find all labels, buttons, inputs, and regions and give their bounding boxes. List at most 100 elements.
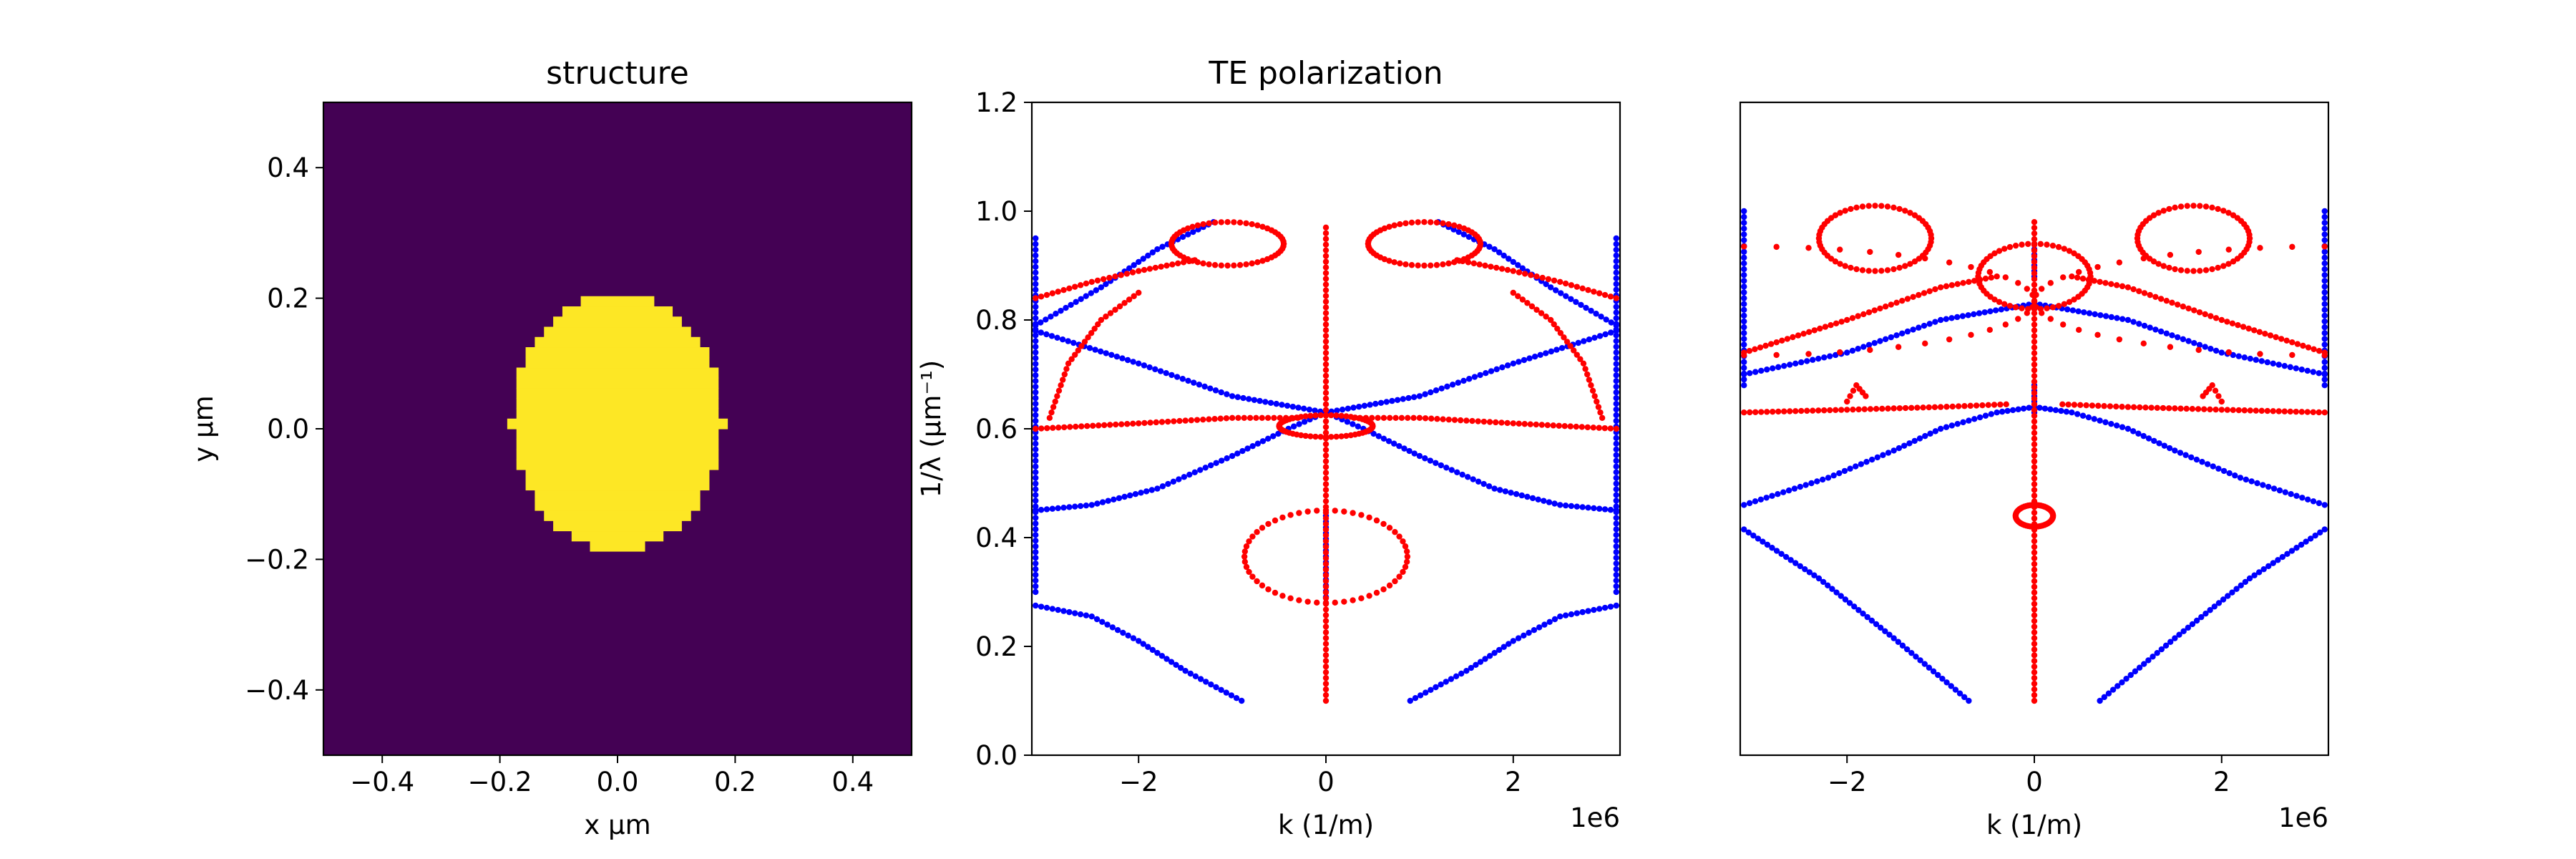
te-red-point: [1396, 573, 1402, 580]
third-blue-point: [2154, 649, 2160, 656]
te-blue-point: [1146, 364, 1153, 371]
third-red-point: [2019, 305, 2025, 311]
third-red-point: [1847, 393, 1853, 399]
te-red-point: [1400, 568, 1406, 576]
te-x-label: k (1/m): [1278, 810, 1374, 840]
third-red-point: [2224, 319, 2230, 325]
third-red-point: [2012, 242, 2019, 249]
te-blue-point: [1460, 377, 1467, 384]
te-red-point: [1123, 271, 1131, 277]
te-red-point: [1182, 417, 1189, 424]
third-red-point: [2215, 205, 2221, 213]
third-blue-point: [2298, 541, 2305, 548]
third-red-point: [2253, 407, 2259, 414]
third-red-point: [1773, 339, 1780, 346]
te-blue-point: [1486, 243, 1493, 250]
third-blue-point: [2321, 260, 2328, 267]
third-blue-point: [1741, 271, 1747, 278]
te-blue-point: [1066, 504, 1073, 510]
third-red-point: [2137, 404, 2143, 411]
third-blue-point: [1741, 295, 1747, 301]
third-blue-point: [1825, 475, 1832, 481]
third-blue-point: [2321, 231, 2328, 238]
te-red-point: [1589, 387, 1596, 394]
te-red-point: [1343, 432, 1350, 440]
te-red-point: [1574, 283, 1580, 290]
te-red-point: [1322, 281, 1330, 288]
third-blue-point: [2198, 613, 2205, 621]
structure-x-tick-label: −0.4: [350, 767, 414, 797]
te-blue-point: [1579, 608, 1586, 616]
te-red-point: [1470, 260, 1478, 267]
third-blue-point: [2020, 405, 2027, 412]
third-red-point: [1758, 409, 1765, 415]
third-red-point: [2136, 288, 2142, 294]
third-blue-point: [2147, 324, 2153, 331]
te-red-point: [1322, 372, 1330, 379]
third-blue-point: [2185, 338, 2192, 344]
te-blue-point: [1497, 487, 1503, 493]
te-blue-point: [1613, 309, 1619, 316]
te-red-point: [1504, 266, 1511, 273]
te-red-point: [1116, 303, 1123, 310]
third-red-point: [1914, 404, 1921, 411]
third-red-point: [2165, 405, 2172, 412]
te-red-point: [1533, 421, 1539, 428]
te-blue-point: [1078, 296, 1084, 302]
te-red-point: [1243, 543, 1250, 550]
third-blue-point: [1741, 225, 1747, 232]
third-red-point: [2047, 316, 2054, 322]
te-red-point: [1582, 366, 1589, 372]
third-blue-point: [2180, 628, 2187, 634]
te-blue-point: [1613, 503, 1619, 510]
third-red-point: [1946, 259, 1953, 266]
te-y-ticks: 0.00.20.40.60.81.01.2: [975, 87, 1032, 771]
third-red-point: [2002, 321, 2009, 328]
third-blue-point: [2321, 324, 2328, 331]
third-red-point: [2031, 475, 2038, 482]
third-red-point: [1849, 315, 1856, 321]
te-blue-point: [1483, 370, 1489, 377]
third-red-point: [1833, 320, 1840, 326]
third-x-label: k (1/m): [1986, 810, 2082, 840]
te-red-point: [1433, 219, 1440, 226]
te-blue-point: [1504, 362, 1511, 369]
third-blue-point: [1935, 671, 1941, 679]
te-blue-point: [1033, 446, 1039, 453]
te-red-point: [1218, 219, 1224, 225]
te-blue-point: [1154, 649, 1161, 656]
third-red-point: [2031, 310, 2038, 316]
third-red-point: [2089, 402, 2096, 409]
te-blue-point: [1613, 515, 1619, 521]
te-blue-point: [1588, 307, 1594, 314]
third-red-point: [1805, 245, 1812, 251]
third-red-point: [2085, 276, 2092, 283]
te-blue-point: [1033, 457, 1039, 464]
te-blue-point: [1124, 356, 1131, 364]
structure-x-ticks: −0.4 −0.2 0.0 0.2 0.4: [350, 755, 874, 797]
te-red-point: [1141, 419, 1148, 427]
te-red-point: [1254, 578, 1260, 585]
te-red-point: [1322, 612, 1330, 618]
te-red-point: [1358, 595, 1365, 602]
third-red-point: [1741, 409, 1747, 416]
te-blue-point: [1345, 405, 1351, 412]
third-red-point: [2196, 309, 2203, 316]
third-blue-point: [1844, 349, 1850, 356]
te-blue-point: [1526, 629, 1532, 636]
te-red-point: [1322, 560, 1330, 568]
third-red-point: [2267, 332, 2274, 339]
third-blue-point: [2310, 498, 2317, 505]
te-blue-point: [1401, 445, 1407, 452]
te-red-point: [1591, 393, 1598, 399]
third-blue-point: [1943, 316, 1950, 322]
te-y-tick-label: 0.2: [975, 631, 1018, 662]
third-blue-point: [2220, 596, 2227, 603]
third-red-point: [2163, 297, 2170, 304]
third-blue-point: [2081, 309, 2087, 316]
third-red-point: [1860, 311, 1867, 318]
te-blue-point: [1234, 450, 1241, 457]
third-red-point: [2091, 278, 2097, 284]
third-red-point: [2031, 560, 2038, 568]
te-red-point: [1229, 414, 1236, 421]
